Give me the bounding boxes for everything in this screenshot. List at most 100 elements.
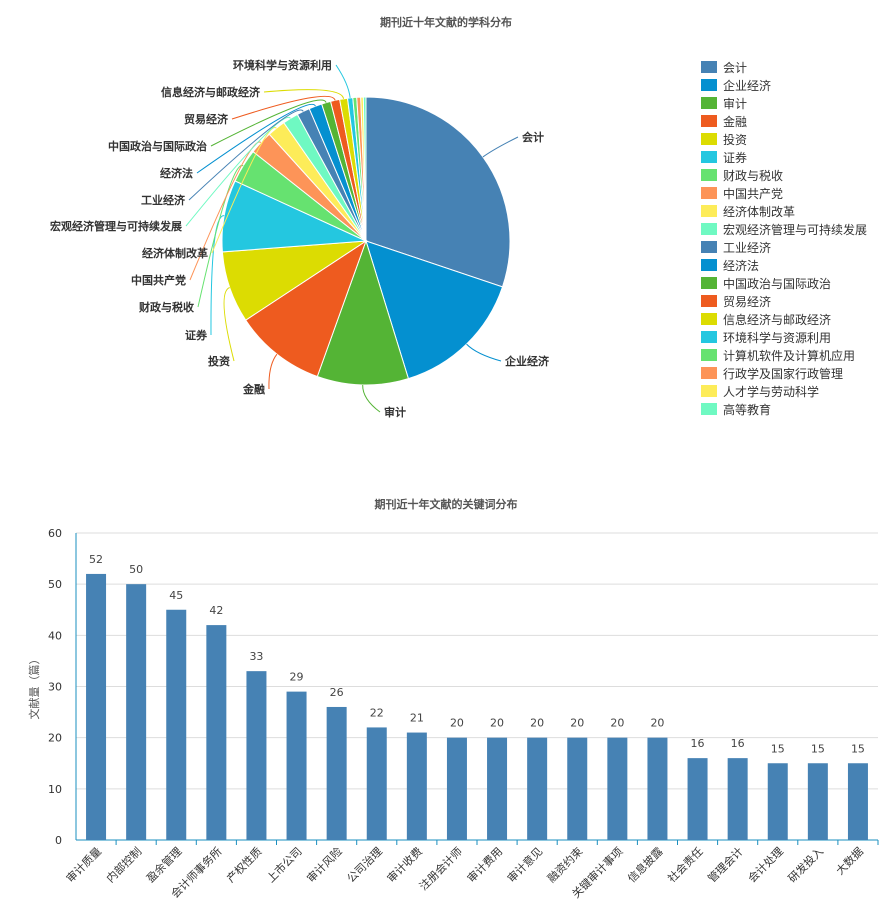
- bar-value-label: 33: [249, 650, 263, 663]
- legend-swatch: [701, 223, 717, 235]
- bar[interactable]: [406, 732, 427, 840]
- pie-label-line: [188, 109, 304, 201]
- legend-label: 中国共产党: [723, 186, 784, 201]
- pie-slice[interactable]: [362, 96, 367, 242]
- x-tick-label: 大数据: [833, 844, 866, 877]
- legend-item[interactable]: 企业经济: [701, 76, 867, 94]
- bar-value-label: 16: [691, 737, 705, 750]
- bar[interactable]: [527, 737, 548, 840]
- legend-swatch: [701, 79, 717, 91]
- x-tick-label: 融资约束: [545, 845, 585, 885]
- bar[interactable]: [86, 573, 107, 840]
- legend-swatch: [701, 403, 717, 415]
- bar[interactable]: [567, 737, 588, 840]
- legend-item[interactable]: 审计: [701, 94, 867, 112]
- bar[interactable]: [767, 763, 788, 840]
- bar[interactable]: [206, 625, 227, 840]
- legend-label: 会计: [723, 60, 748, 75]
- legend-swatch: [701, 331, 717, 343]
- legend-item[interactable]: 中国共产党: [701, 184, 867, 202]
- legend-label: 贸易经济: [723, 294, 772, 309]
- pie-slice[interactable]: [245, 239, 367, 378]
- bar-value-label: 20: [450, 717, 464, 730]
- legend-label: 证券: [723, 150, 748, 165]
- bar[interactable]: [687, 758, 708, 840]
- legend-item[interactable]: 信息经济与邮政经济: [701, 310, 867, 328]
- x-tick-label: 信息披露: [625, 844, 666, 885]
- legend-item[interactable]: 经济法: [701, 256, 867, 274]
- bar-value-label: 22: [370, 706, 384, 719]
- bar[interactable]: [487, 737, 508, 840]
- legend-swatch: [701, 97, 717, 109]
- x-tick-label: 产权性质: [224, 844, 265, 885]
- x-tick-label: 社会责任: [665, 844, 706, 885]
- legend-item[interactable]: 计算机软件及计算机应用: [701, 346, 867, 364]
- bar-value-label: 20: [610, 717, 624, 730]
- x-tick-label: 内部控制: [103, 844, 144, 885]
- pie-label-line: [211, 126, 277, 254]
- bar-value-label: 29: [290, 671, 304, 684]
- legend-label: 信息经济与邮政经济: [723, 312, 832, 327]
- legend-label: 行政学及国家行政管理: [723, 366, 844, 381]
- bar[interactable]: [326, 706, 347, 840]
- legend-item[interactable]: 行政学及国家行政管理: [701, 364, 867, 382]
- bar[interactable]: [807, 763, 828, 840]
- legend-label: 人才学与劳动科学: [723, 384, 820, 399]
- legend-label: 经济法: [723, 258, 760, 273]
- bar-value-label: 15: [771, 742, 785, 755]
- bar[interactable]: [446, 737, 467, 840]
- pie-label-line: [335, 64, 351, 98]
- pie-label-line: [263, 89, 345, 99]
- legend-swatch: [701, 133, 717, 145]
- legend-item[interactable]: 中国政治与国际政治: [701, 274, 867, 292]
- legend-item[interactable]: 贸易经济: [701, 292, 867, 310]
- legend-label: 宏观经济管理与可持续发展: [723, 222, 868, 237]
- legend-item[interactable]: 环境科学与资源利用: [701, 328, 867, 346]
- bar-value-label: 15: [811, 742, 825, 755]
- pie-label-line: [223, 287, 235, 362]
- pie-slice-label: 财政与税收: [138, 300, 194, 314]
- x-tick-label: 公司治理: [344, 844, 385, 885]
- bar[interactable]: [246, 671, 267, 840]
- bar-value-label: 15: [851, 742, 865, 755]
- y-tick-label: 50: [48, 578, 62, 591]
- bar[interactable]: [126, 584, 147, 840]
- legend-item[interactable]: 财政与税收: [701, 166, 867, 184]
- pie-slice-label: 宏观经济管理与可持续发展: [50, 219, 183, 233]
- pie-slice-label: 信息经济与邮政经济: [161, 85, 261, 99]
- bar-value-label: 45: [169, 589, 183, 602]
- legend-swatch: [701, 205, 717, 217]
- legend-item[interactable]: 证券: [701, 148, 867, 166]
- pie-slice-label: 经济体制改革: [142, 246, 208, 260]
- legend-item[interactable]: 投资: [701, 130, 867, 148]
- bar[interactable]: [647, 737, 668, 840]
- legend-item[interactable]: 人才学与劳动科学: [701, 382, 867, 400]
- pie-label-line: [268, 353, 278, 390]
- y-tick-label: 10: [48, 783, 62, 796]
- legend-item[interactable]: 工业经济: [701, 238, 867, 256]
- x-tick-label: 会计处理: [746, 845, 786, 885]
- bar[interactable]: [847, 763, 868, 840]
- pie-slice-label: 中国共产党: [131, 273, 186, 287]
- bar[interactable]: [286, 691, 307, 840]
- legend-item[interactable]: 会计: [701, 58, 867, 76]
- legend-swatch: [701, 187, 717, 199]
- bar[interactable]: [166, 609, 187, 840]
- pie-slice-label: 中国政治与国际政治: [108, 139, 207, 153]
- legend-item[interactable]: 高等教育: [701, 400, 867, 418]
- bar[interactable]: [727, 758, 748, 840]
- legend-item[interactable]: 经济体制改革: [701, 202, 867, 220]
- bar[interactable]: [607, 737, 628, 840]
- legend-item[interactable]: 金融: [701, 112, 867, 130]
- pie-slice-label: 投资: [208, 354, 230, 368]
- x-tick-label: 审计意见: [504, 844, 545, 885]
- y-axis-label: 文献量（篇）: [27, 654, 41, 720]
- x-tick-label: 上市公司: [264, 844, 305, 885]
- legend-item[interactable]: 宏观经济管理与可持续发展: [701, 220, 867, 238]
- bar-value-label: 42: [209, 604, 223, 617]
- pie-slice-label: 证券: [185, 328, 208, 342]
- bar-chart-title: 期刊近十年文献的关键词分布: [374, 498, 518, 511]
- bar[interactable]: [366, 727, 387, 840]
- legend-swatch: [701, 367, 717, 379]
